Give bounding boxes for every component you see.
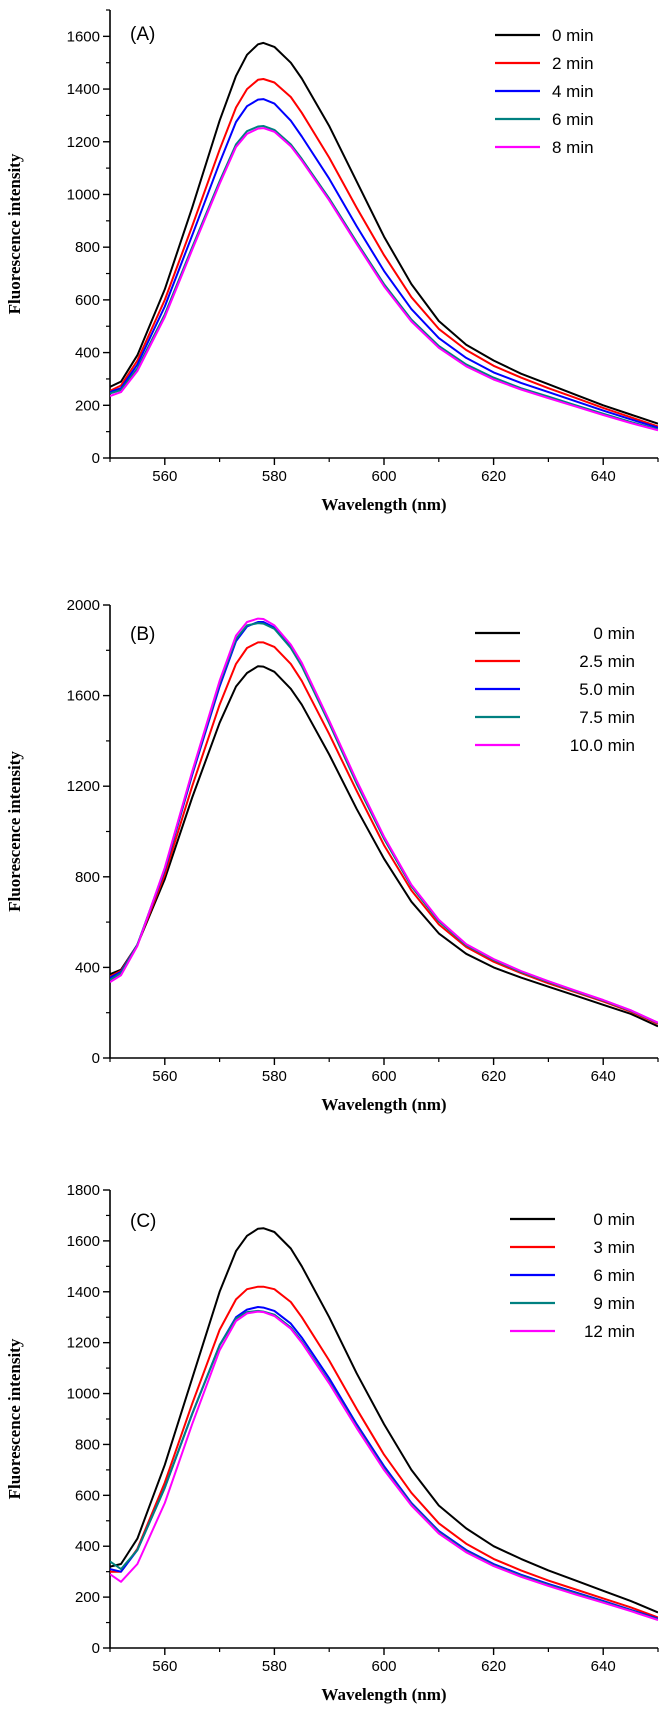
x-tick-label: 600: [371, 1658, 396, 1675]
x-axis-title: Wavelength (nm): [321, 495, 446, 514]
x-axis-title: Wavelength (nm): [321, 1095, 446, 1114]
panel-label: (B): [130, 624, 155, 645]
x-tick-label: 560: [152, 468, 177, 485]
x-tick-label: 620: [481, 1658, 506, 1675]
legend-label: 12 min: [584, 1322, 635, 1341]
series-line-2: [110, 1306, 658, 1620]
x-tick-label: 560: [152, 1658, 177, 1675]
y-tick-label: 800: [75, 869, 100, 886]
y-tick-label: 1200: [67, 1335, 100, 1352]
y-tick-label: 400: [75, 1538, 100, 1555]
y-tick-label: 400: [75, 959, 100, 976]
series-line-0: [110, 41, 658, 425]
y-tick-label: 800: [75, 239, 100, 256]
y-tick-label: 0: [92, 1640, 100, 1657]
series-line-3: [110, 125, 658, 431]
legend-label: 8 min: [552, 138, 594, 157]
y-tick-label: 200: [75, 1589, 100, 1606]
x-tick-label: 620: [481, 1068, 506, 1085]
legend-label: 2.5 min: [579, 652, 635, 671]
y-axis-title: Fluorescence intensity: [5, 153, 24, 314]
legend-label: 7.5 min: [579, 708, 635, 727]
y-tick-label: 1000: [67, 186, 100, 203]
x-tick-label: 600: [371, 1068, 396, 1085]
legend-label: 6 min: [593, 1266, 635, 1285]
x-tick-label: 580: [262, 1658, 287, 1675]
legend: 0 min 3 min 6 min 9 min 12 min: [510, 1210, 635, 1341]
x-tick-label: 600: [371, 468, 396, 485]
y-tick-label: 800: [75, 1436, 100, 1453]
x-tick-label: 640: [591, 1658, 616, 1675]
legend-label: 9 min: [593, 1294, 635, 1313]
y-tick-label: 1600: [67, 688, 100, 705]
series-line-4: [110, 1310, 658, 1621]
legend-label: 0 min: [593, 624, 635, 643]
legend-label: 3 min: [593, 1238, 635, 1257]
series-line-2: [110, 98, 658, 429]
y-tick-label: 0: [92, 1050, 100, 1067]
y-tick-label: 1400: [67, 1284, 100, 1301]
y-tick-label: 2000: [67, 597, 100, 614]
x-tick-label: 640: [591, 1068, 616, 1085]
y-tick-label: 1400: [67, 81, 100, 98]
series-line-1: [110, 1285, 658, 1619]
y-axis-title: Fluorescence intensity: [5, 751, 24, 912]
x-tick-label: 620: [481, 468, 506, 485]
y-tick-label: 1600: [67, 28, 100, 45]
series-line-4: [110, 617, 658, 1024]
legend-label: 4 min: [552, 82, 594, 101]
y-tick-label: 1200: [67, 134, 100, 151]
series-line-0: [110, 1227, 658, 1614]
y-tick-label: 0: [92, 450, 100, 467]
panel-label: (C): [130, 1211, 156, 1232]
y-tick-label: 1000: [67, 1386, 100, 1403]
legend: 0 min 2 min 4 min 6 min 8 min: [495, 26, 594, 157]
y-tick-label: 200: [75, 397, 100, 414]
legend: 0 min 2.5 min 5.0 min 7.5 min 10.0 min: [475, 624, 635, 755]
y-tick-label: 600: [75, 292, 100, 309]
y-tick-label: 1200: [67, 778, 100, 795]
y-tick-label: 600: [75, 1487, 100, 1504]
x-tick-label: 580: [262, 468, 287, 485]
panel-b: 0 400 800 1200 1600 2000 560 580 600 620 640 Wavele…: [5, 597, 659, 1114]
legend-label: 2 min: [552, 54, 594, 73]
legend-label: 0 min: [552, 26, 594, 45]
y-tick-label: 1800: [67, 1182, 100, 1199]
series-line-1: [110, 641, 658, 1025]
x-tick-label: 580: [262, 1068, 287, 1085]
series-line-3: [110, 622, 658, 1025]
x-tick-label: 560: [152, 1068, 177, 1085]
panel-label: (A): [130, 24, 155, 45]
legend-label: 6 min: [552, 110, 594, 129]
y-axis-title: Fluorescence intensity: [5, 1338, 24, 1499]
panel-a: 0 200 400 600 800 1000 1200 1400 1600 560 580 600 62…: [5, 9, 659, 514]
x-axis-title: Wavelength (nm): [321, 1685, 446, 1704]
series-line-0: [110, 665, 658, 1028]
legend-label: 5.0 min: [579, 680, 635, 699]
legend-label: 0 min: [593, 1210, 635, 1229]
x-tick-label: 640: [591, 468, 616, 485]
series-line-1: [110, 78, 658, 428]
legend-label: 10.0 min: [570, 736, 635, 755]
panel-c: 0 200 400 600 800 1000 1200 1400 1600 1800 560 580 6…: [5, 1182, 659, 1704]
y-tick-label: 1600: [67, 1233, 100, 1250]
series-line-2: [110, 621, 658, 1024]
y-tick-label: 400: [75, 345, 100, 362]
series-line-4: [110, 127, 658, 432]
